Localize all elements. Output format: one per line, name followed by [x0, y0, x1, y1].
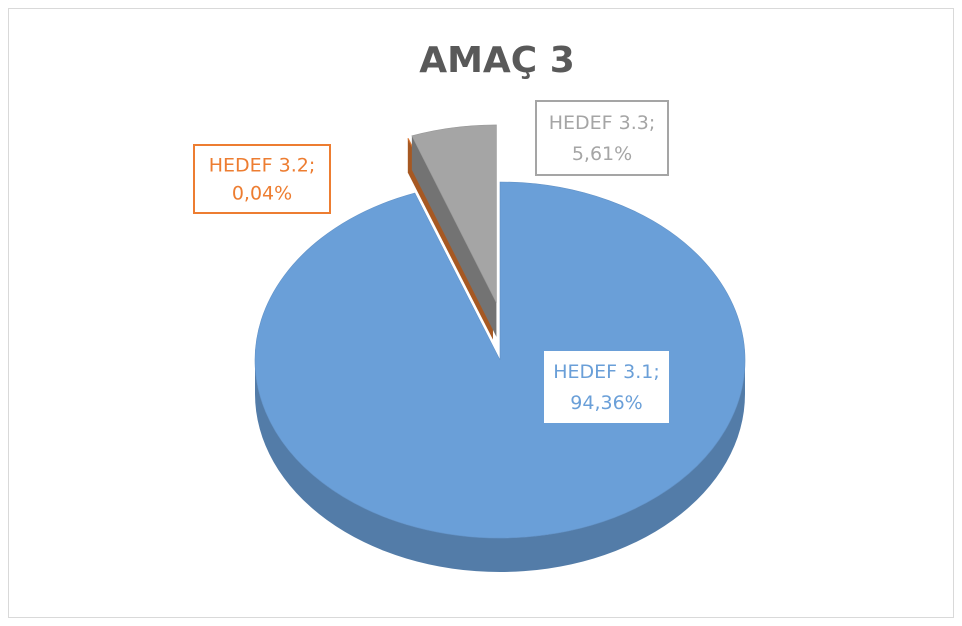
data-label-category: HEDEF 3.1;	[553, 361, 660, 383]
chart-title: AMAÇ 3	[419, 40, 575, 81]
data-label: 0,04%	[232, 182, 292, 204]
label-box	[535, 100, 669, 176]
data-label: 94,36%	[570, 392, 642, 414]
label-box	[542, 349, 671, 425]
labels: HEDEF 3.1; 94,36% HEDEF 3.2; 0,04% HEDEF 3.3…	[193, 100, 671, 425]
slice-side	[255, 360, 745, 572]
slice	[411, 124, 497, 304]
separator: ;	[653, 361, 659, 383]
category-name: HEDEF 3.1	[553, 361, 653, 383]
separator: ;	[649, 112, 655, 134]
pie	[254, 124, 746, 572]
data-label-category: HEDEF 3.3;	[549, 112, 656, 134]
separator: ;	[309, 154, 315, 176]
data-label-category: HEDEF 3.2;	[209, 154, 316, 176]
category-name: HEDEF 3.3	[549, 112, 649, 134]
label-box	[193, 144, 331, 214]
slice	[254, 181, 746, 539]
slice-edge	[411, 135, 497, 337]
data-label: 5,61%	[572, 143, 632, 165]
category-name: HEDEF 3.2	[209, 154, 309, 176]
